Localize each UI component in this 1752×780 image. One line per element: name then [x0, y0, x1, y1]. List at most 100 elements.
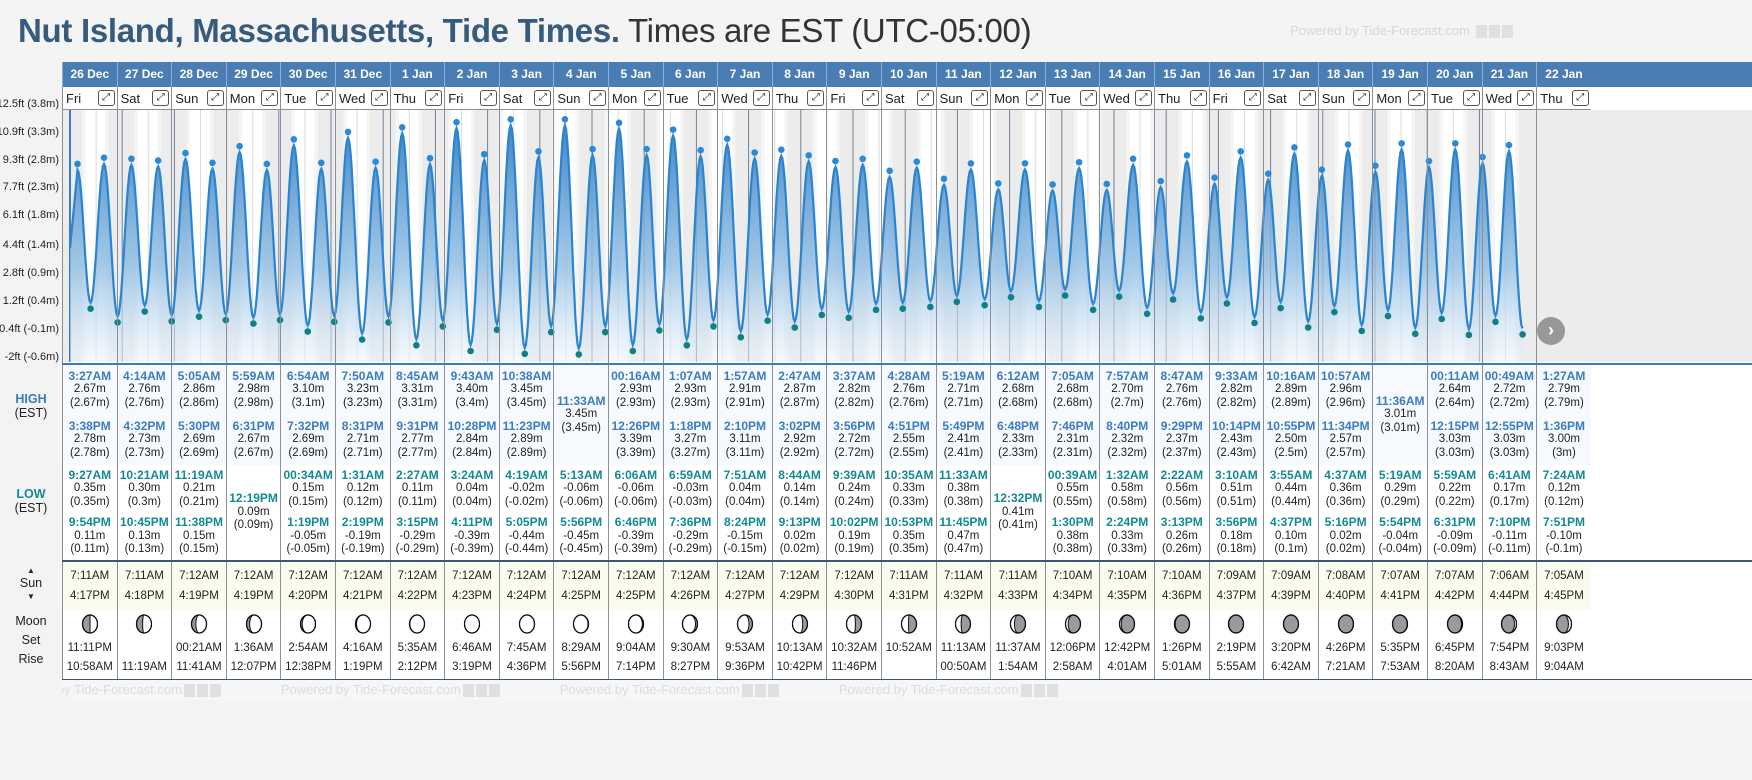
- tide-height: 0.15m: [183, 529, 215, 542]
- expand-day-button[interactable]: ⤢: [152, 90, 170, 106]
- tide-height: 0.02m: [783, 529, 816, 542]
- weekday-label: Mon: [1376, 90, 1402, 106]
- weekday-label: Fri: [448, 90, 464, 106]
- weekday-label: Mon: [229, 90, 256, 106]
- tide-height-alt: (3.23m): [342, 396, 383, 409]
- sunrise-time: 7:11AM: [889, 570, 929, 582]
- day-column: 2 Jan Fri ⤢ 9:43AM 3.40m (3.4m) 10:28PM 2.84m (2…: [444, 62, 499, 700]
- scroll-right-button[interactable]: ›: [1537, 317, 1565, 345]
- tide-time: 11:33AM: [939, 467, 988, 482]
- expand-day-button[interactable]: ⤢: [752, 90, 770, 106]
- expand-day-button[interactable]: ⤢: [1025, 90, 1043, 106]
- sun-cell: 7:10AM 4:36PM: [1155, 562, 1209, 610]
- twilight-band: [708, 110, 713, 362]
- moonrise-label: Rise: [18, 652, 44, 666]
- tide-height-alt: (0.09m): [233, 519, 274, 532]
- date-header: 11 Jan: [935, 62, 991, 87]
- high-tide-entry: 8:45AM 3.31m (3.31m): [396, 368, 439, 411]
- tide-time: 12:32PM: [993, 491, 1043, 506]
- high-tide-marker: [1291, 144, 1298, 151]
- expand-day-button[interactable]: ⤢: [261, 90, 279, 106]
- expand-day-button[interactable]: ⤢: [861, 90, 879, 106]
- expand-day-button[interactable]: ⤢: [425, 90, 443, 106]
- tide-height-alt: (2.68m): [1052, 396, 1093, 409]
- tide-height: 3.40m: [456, 383, 488, 396]
- day-column: 17 Jan Sat ⤢ 10:16AM 2.89m (2.89m) 10:55PM 2.50…: [1263, 62, 1318, 700]
- moon-cell: 2:54AM 12:38PM: [281, 610, 335, 680]
- tide-time: 11:36AM: [1375, 393, 1425, 408]
- high-tide-entry: 8:31PM 2.71m (2.71m): [342, 419, 384, 461]
- low-tide-marker: [521, 350, 529, 358]
- sunset-time: 4:23PM: [452, 590, 492, 602]
- expand-day-button[interactable]: ⤢: [643, 90, 661, 106]
- twilight-band: [1202, 110, 1206, 362]
- sunset-time: 4:45PM: [1544, 590, 1584, 602]
- sunrise-time: 7:07AM: [1434, 570, 1475, 582]
- low-tides-cell: 12:19PM 0.09m (0.09m): [226, 465, 281, 560]
- expand-day-button[interactable]: ⤢: [534, 90, 552, 106]
- moonset-time: 10:52AM: [885, 642, 932, 654]
- tide-time: 10:28PM: [447, 418, 497, 433]
- expand-day-button[interactable]: ⤢: [1134, 90, 1152, 106]
- tide-time: 3:13PM: [1160, 515, 1203, 529]
- sunset-time: 4:36PM: [1161, 590, 1202, 602]
- expand-day-button[interactable]: ⤢: [1298, 90, 1316, 106]
- y-tick-label: 1.2ft (0.4m): [2, 294, 59, 307]
- tide-height: 0.26m: [1165, 529, 1198, 542]
- moon-phase-icon: [354, 614, 371, 634]
- expand-day-button[interactable]: ⤢: [1407, 90, 1425, 106]
- moonset-time: 7:45AM: [506, 642, 547, 654]
- expand-day-button[interactable]: ⤢: [97, 90, 115, 106]
- sun-cell: 7:12AM 4:30PM: [827, 562, 881, 610]
- expand-day-button[interactable]: ⤢: [1517, 90, 1535, 106]
- moon-phase-icon: [409, 614, 426, 634]
- tide-time: 10:53PM: [884, 515, 934, 529]
- tide-height-alt: (0.22m): [1434, 495, 1475, 508]
- tide-height-alt: (2.92m): [779, 446, 820, 459]
- expand-day-button[interactable]: ⤢: [698, 90, 716, 106]
- sunset-arrow-icon: ▼: [27, 592, 35, 601]
- moon-phase-icon: [900, 614, 917, 634]
- expand-day-button[interactable]: ⤢: [1571, 90, 1589, 106]
- sun-cell: 7:10AM 4:34PM: [1045, 562, 1100, 610]
- expand-day-button[interactable]: ⤢: [315, 90, 333, 106]
- expand-day-button[interactable]: ⤢: [1189, 90, 1207, 106]
- watermark-text: Powered by Tide-Forecast.com: [839, 682, 1058, 698]
- moonset-time: 00:21AM: [175, 642, 222, 654]
- tide-height-alt: (0.55m): [1052, 495, 1093, 508]
- low-tide-entry: 6:06AM -0.06m (-0.06m): [614, 468, 657, 510]
- weekday-label: Wed: [339, 90, 366, 106]
- tide-time: 1:36PM: [1542, 418, 1585, 433]
- high-tide-marker: [372, 158, 379, 165]
- expand-day-button[interactable]: ⤢: [971, 90, 989, 106]
- low-tide-marker: [304, 328, 312, 335]
- date-header: 31 Dec: [335, 62, 390, 87]
- expand-day-button[interactable]: ⤢: [1244, 90, 1262, 106]
- expand-day-button[interactable]: ⤢: [206, 90, 224, 106]
- low-tide-marker: [1465, 331, 1473, 339]
- moonrise-time: 5:55AM: [1216, 661, 1257, 673]
- date-header: 15 Jan: [1154, 62, 1209, 87]
- tide-height-alt: (0.38m): [943, 495, 984, 508]
- tide-height-alt: (0.35m): [888, 543, 929, 555]
- expand-day-button[interactable]: ⤢: [1353, 90, 1371, 106]
- day-column: 13 Jan Tue ⤢ 7:05AM 2.68m (2.68m) 7:46PM 2.31m(…: [1044, 62, 1100, 700]
- high-tides-cell: 3:27AM 2.67m (2.67m) 3:38PM 2.78m (2.78m): [63, 365, 117, 465]
- tide-height-alt: (-0.29m): [668, 543, 713, 555]
- tide-time: 9:39AM: [832, 467, 876, 482]
- expand-day-button[interactable]: ⤢: [1462, 90, 1480, 106]
- low-tides-cell: 7:51AM 0.04m (0.04m) 8:24PM -0.15m (-0.15m): [718, 465, 772, 560]
- day-column: 27 Dec Sat ⤢ 4:14AM 2.76m (2.76m) 4:32PM 2.73m(…: [116, 62, 172, 700]
- tide-height: 2.89m: [1274, 383, 1307, 396]
- expand-day-button[interactable]: ⤢: [1080, 90, 1098, 106]
- expand-day-button[interactable]: ⤢: [370, 90, 388, 106]
- sunrise-time: 7:10AM: [1107, 570, 1147, 582]
- tide-height: 2.68m: [1002, 383, 1034, 396]
- expand-day-button[interactable]: ⤢: [588, 90, 606, 106]
- tide-time: 8:45AM: [396, 368, 439, 383]
- expand-day-button[interactable]: ⤢: [916, 90, 934, 106]
- expand-day-button[interactable]: ⤢: [479, 90, 497, 106]
- expand-day-button[interactable]: ⤢: [807, 90, 825, 106]
- high-tide-marker: [154, 157, 162, 164]
- date-header: 5 Jan: [608, 62, 663, 87]
